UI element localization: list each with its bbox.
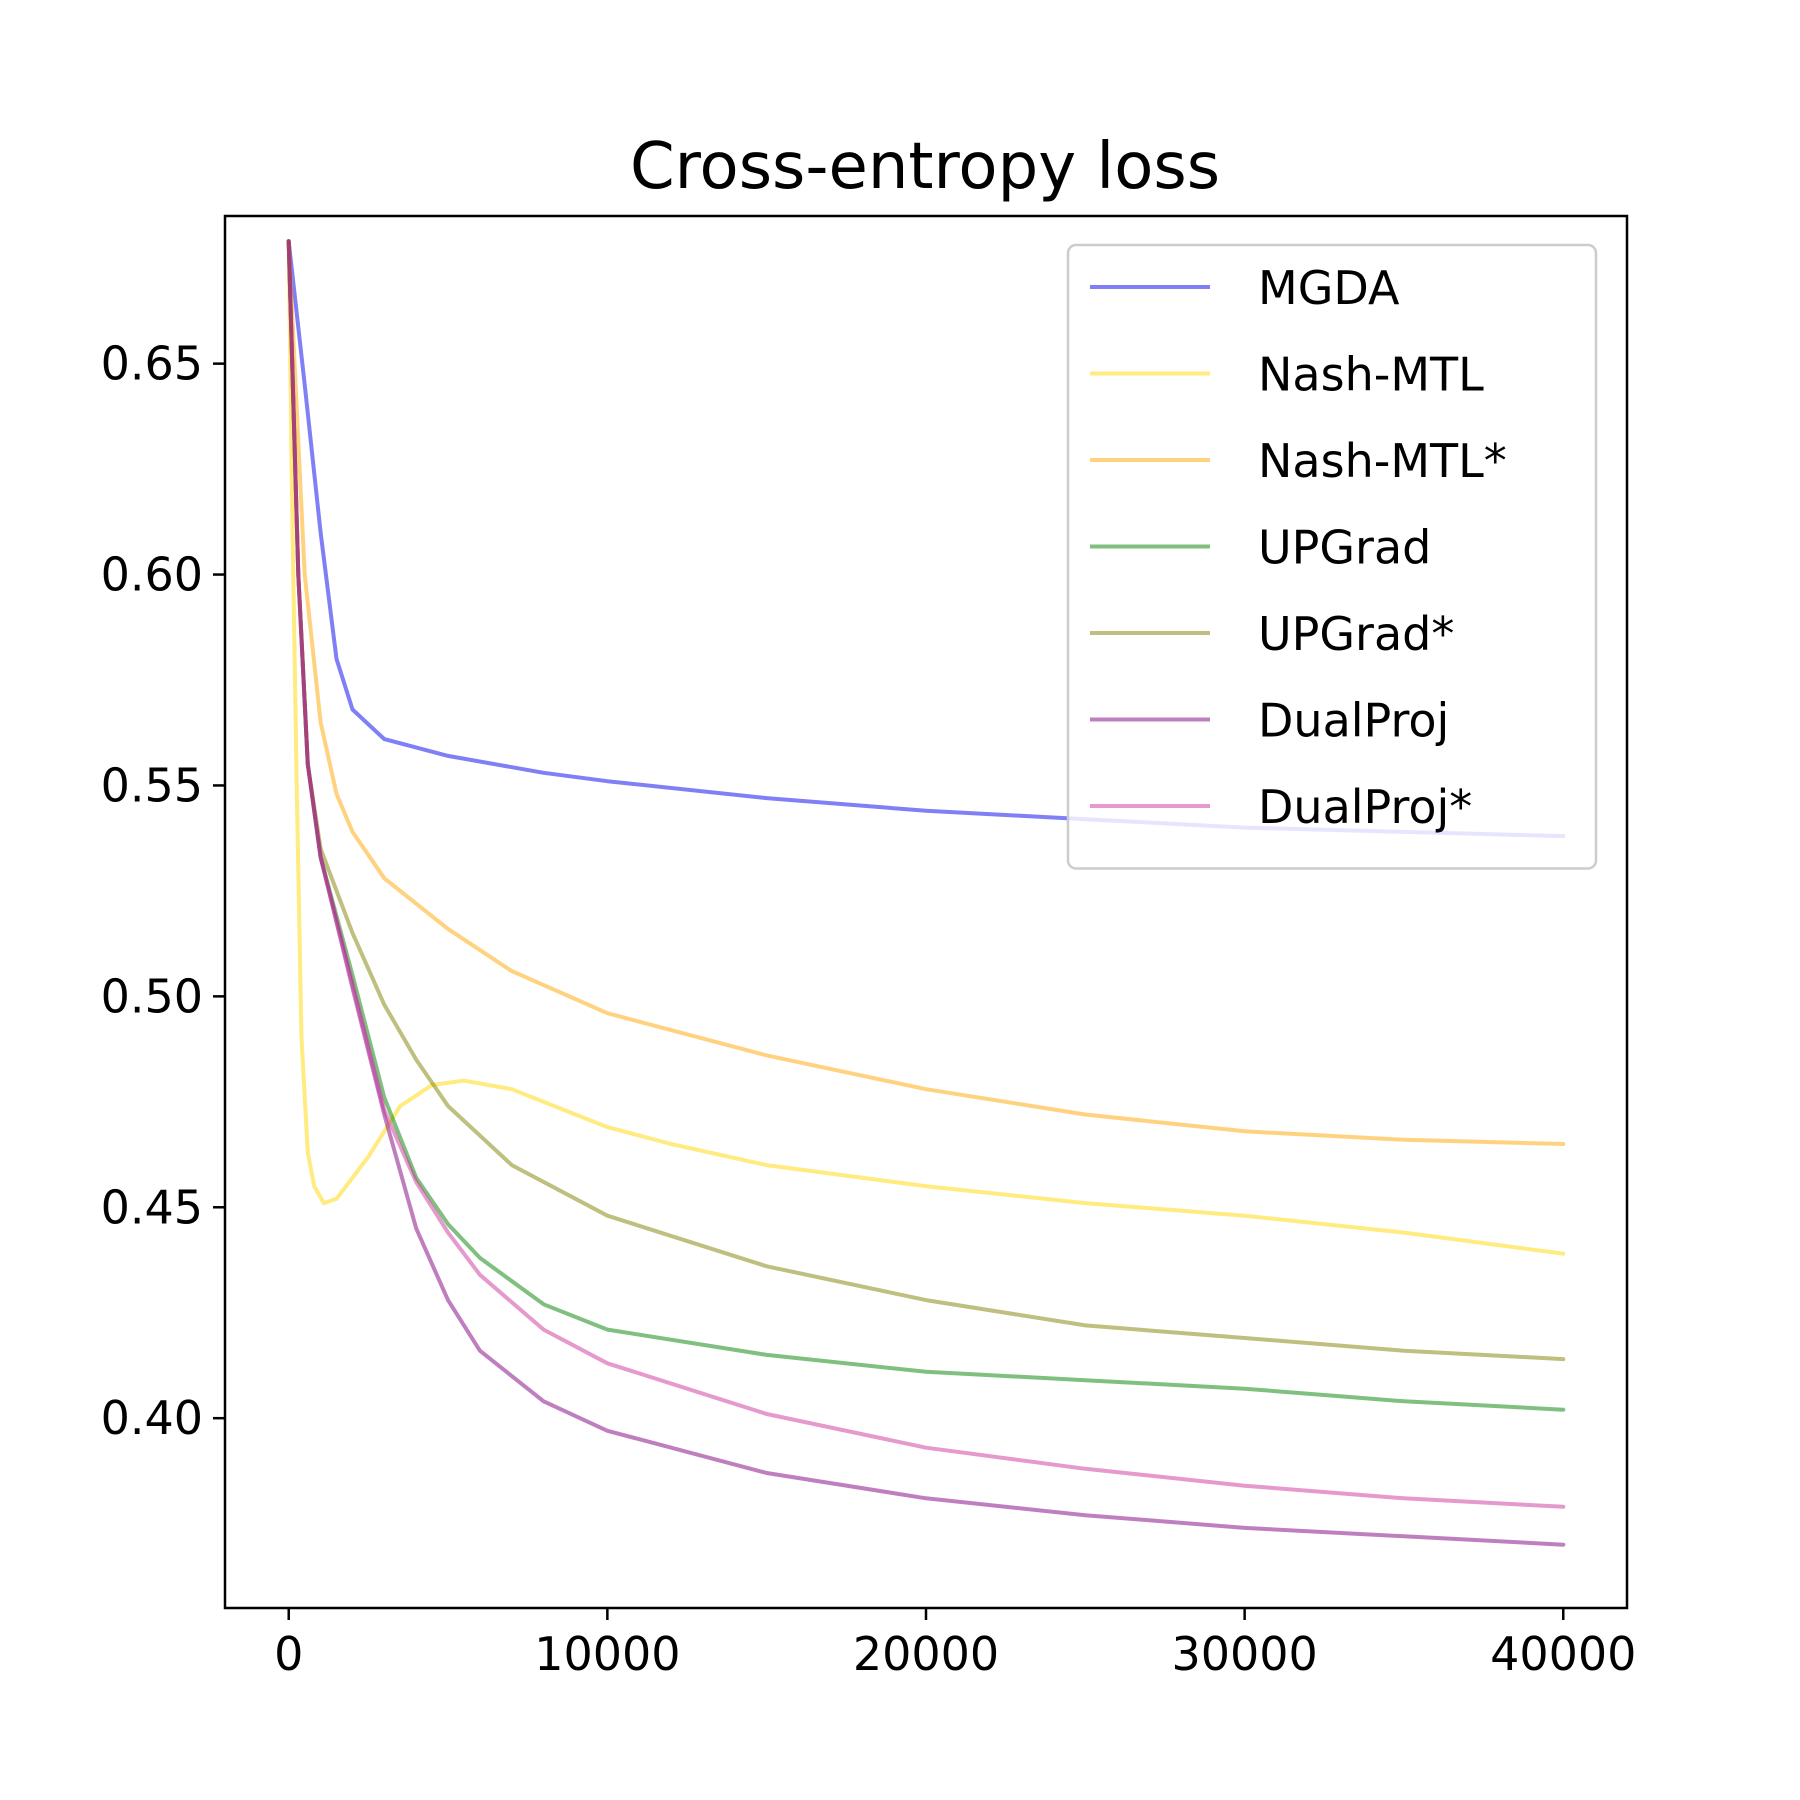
- y-tick-label: 0.65: [101, 337, 203, 391]
- y-tick-label: 0.45: [101, 1180, 203, 1234]
- series-line-1: [286, 239, 1566, 1256]
- series-layer: [286, 239, 1566, 1547]
- legend-label-5: DualProj: [1258, 694, 1449, 748]
- legend-label-3: UPGrad: [1258, 521, 1431, 575]
- legend-label-0: MGDA: [1258, 261, 1400, 315]
- x-tick-label: 10000: [534, 1627, 680, 1681]
- y-tick-label: 0.50: [101, 969, 203, 1023]
- legend-label-4: UPGrad*: [1258, 607, 1454, 661]
- legend: MGDA Nash-MTL Nash-MTL* UPGrad UPGrad* DualPr…: [1066, 243, 1598, 870]
- legend-label-6: DualProj*: [1258, 780, 1472, 834]
- chart-title: Cross-entropy loss: [630, 130, 1220, 204]
- x-tick-label: 20000: [853, 1627, 999, 1681]
- x-tick-label: 30000: [1171, 1627, 1317, 1681]
- series-line-2: [286, 239, 1566, 1146]
- y-tick-label: 0.55: [101, 758, 203, 812]
- x-tick-label: 40000: [1490, 1627, 1636, 1681]
- y-tick-label: 0.40: [101, 1391, 203, 1445]
- y-tick-label: 0.60: [101, 548, 203, 602]
- series-line-6: [286, 239, 1566, 1509]
- legend-label-2: Nash-MTL*: [1258, 434, 1507, 488]
- axes-layer: 0 10000 20000 30000 40000 0.40 0.45 0.50 0.55 0.6…: [101, 214, 1636, 1681]
- x-tick-label: 0: [274, 1627, 303, 1681]
- legend-label-1: Nash-MTL: [1258, 348, 1484, 402]
- legend-box: [1066, 243, 1598, 870]
